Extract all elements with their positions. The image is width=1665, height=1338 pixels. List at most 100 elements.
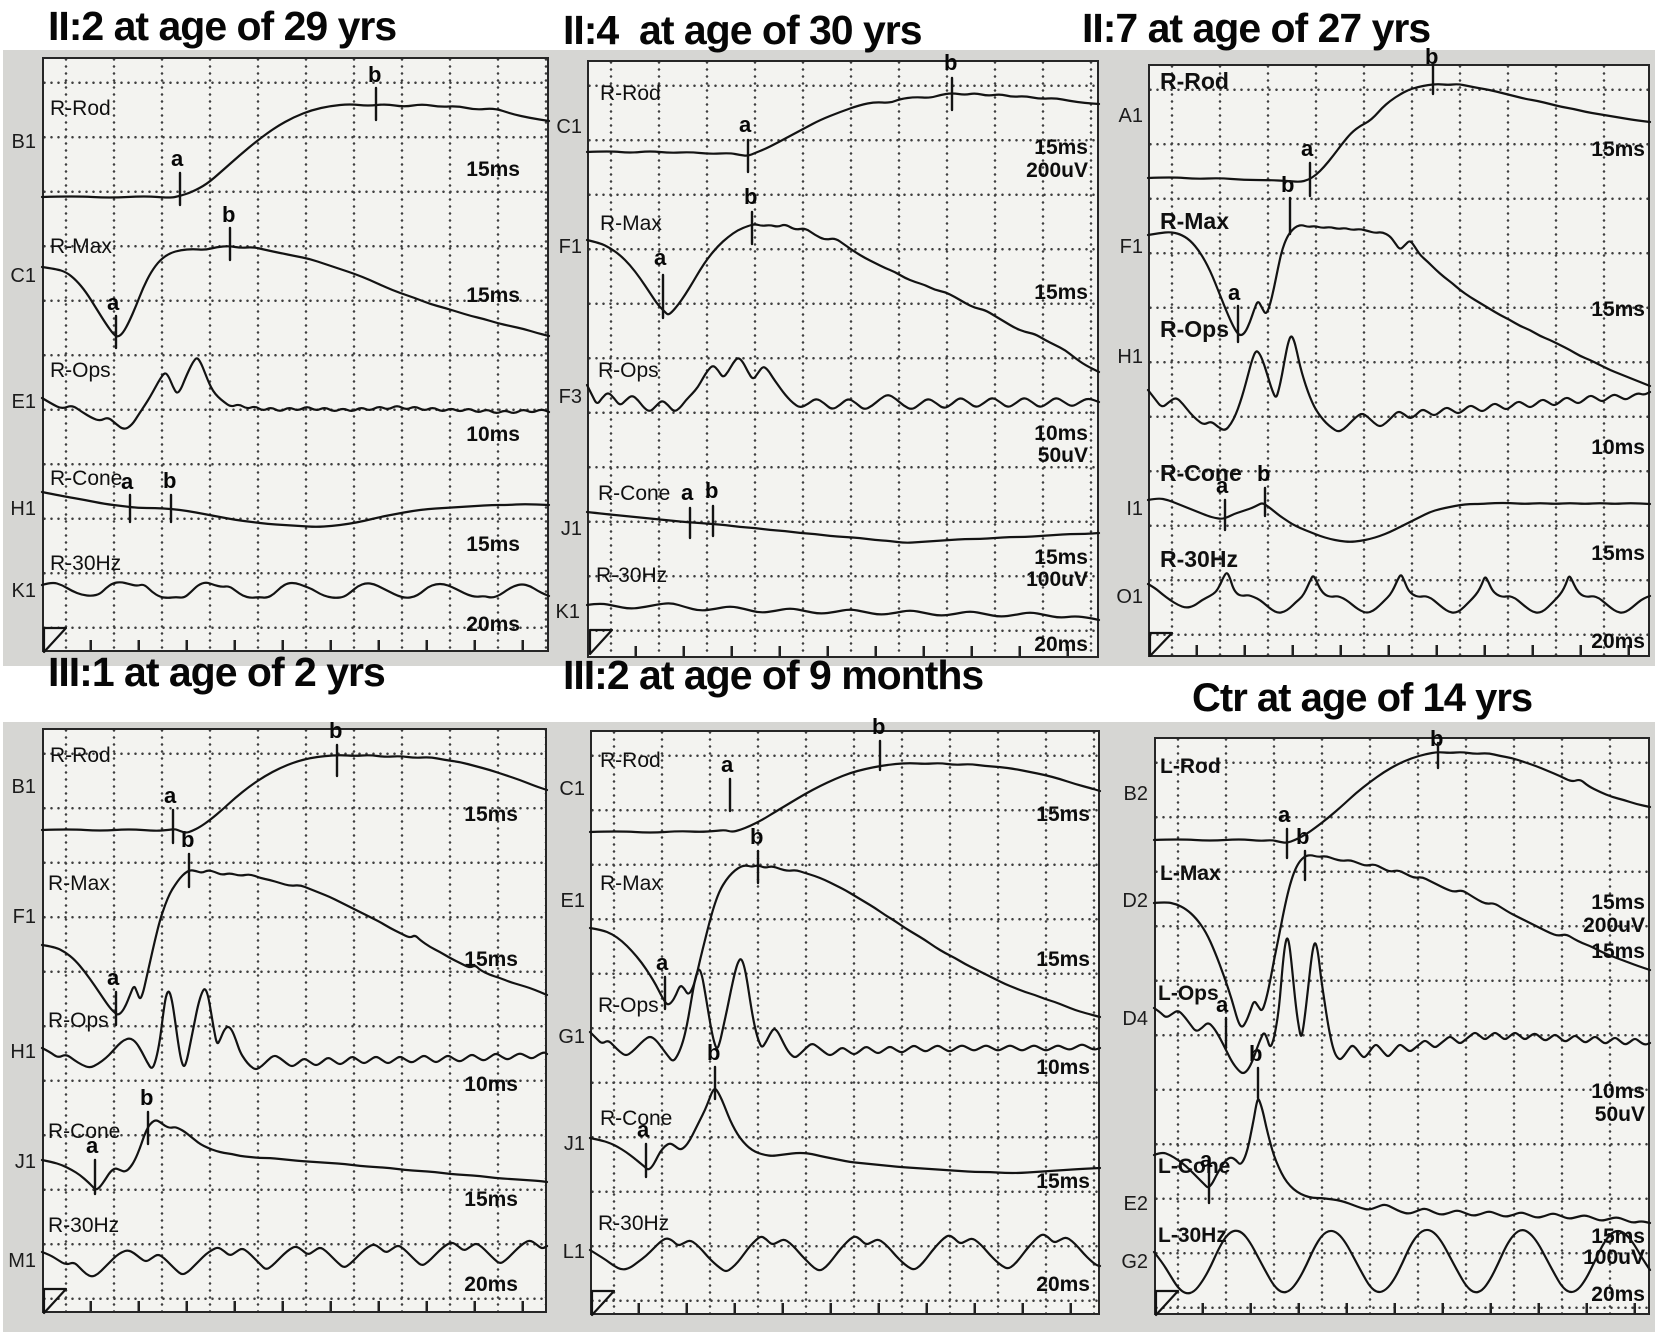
channel-label: D4 [1122,1008,1148,1030]
scale-label: 15ms [1036,803,1090,826]
panel-title: III:1 at age of 2 yrs [48,649,386,695]
trace-label: R-Max [600,872,662,895]
wave-marker-letter: b [222,202,236,227]
wave-marker-letter: b [744,184,758,209]
wave-marker-letter: b [944,50,958,75]
trace-label: R-30Hz [596,564,668,587]
trace-label: R-Rod [1160,68,1229,94]
channel-label: F1 [12,906,36,928]
channel-label: C1 [556,116,582,138]
wave-marker-letter: b [1257,461,1271,486]
channel-label: H1 [10,1041,36,1063]
wave-marker-letter: a [637,1117,650,1142]
scale-label: 10ms [1036,1056,1090,1079]
scale-label: 15ms [464,1188,518,1211]
channel-label: C1 [10,265,36,287]
channel-label: I1 [1126,498,1143,520]
trace-label: L-Max [1160,862,1221,885]
wave-marker-letter: b [750,824,764,849]
scale-label: 15ms [1591,138,1645,161]
panel-title: II:4 at age of 30 yrs [563,7,923,53]
scale-label: 100uV [1583,1246,1645,1269]
scale-label: 15ms [1591,891,1645,914]
scale-label: 15ms [1036,1170,1090,1193]
channel-label: F1 [558,236,582,258]
time-axis-ticks [1150,645,1648,655]
wave-marker-letter: a [171,146,184,171]
scale-label: 20ms [1036,1273,1090,1296]
trace-label: R-30Hz [48,1214,120,1237]
trace-label: R-Ops [1160,316,1229,342]
wave-marker-letter: a [654,245,667,270]
scale-label: 20ms [1591,630,1645,653]
scale-label: 15ms [1036,948,1090,971]
trace-label: R-Rod [50,97,111,120]
trace-label: R-Rod [600,82,661,105]
wave-marker-letter: a [1216,992,1229,1017]
wave-marker-letter: a [681,480,694,505]
panel-title: Ctr at age of 14 yrs [1192,676,1533,720]
scale-label: 15ms [1591,298,1645,321]
wave-marker-letter: b [1249,1041,1263,1066]
channel-label: G1 [558,1026,585,1048]
scale-label: 10ms [466,423,520,446]
wave-marker-letter: a [164,783,177,808]
channel-label: H1 [10,498,36,520]
trace-label: L-Cone [1158,1155,1231,1178]
scale-label: 50uV [1594,1103,1645,1126]
wave-marker-letter: b [707,1040,721,1065]
scale-label: 15ms [1034,546,1088,569]
channel-label: B2 [1123,783,1148,805]
channel-label: A1 [1118,105,1143,127]
trace-label: R-30Hz [50,552,122,575]
time-axis-ticks [592,1303,1098,1313]
scale-label: 15ms [466,533,520,556]
trace-label: R-Ops [48,1009,109,1032]
channel-label: L1 [562,1241,585,1263]
wave-marker-letter: a [1216,473,1229,498]
scale-label: 15ms [464,803,518,826]
trace-label: R-30Hz [598,1212,670,1235]
scale-label: 20ms [466,613,520,636]
channel-label: J1 [563,1133,585,1155]
scale-label: 15ms [466,158,520,181]
wave-marker-letter: a [739,112,752,137]
trace-label: L-Rod [1160,755,1221,778]
channel-label: O1 [1116,586,1143,608]
wave-marker-letter: b [705,478,719,503]
scale-label: 10ms [1034,422,1088,445]
trace-label: R-Cone [50,467,123,490]
wave-marker-letter: b [163,468,177,493]
trace-label: L-30Hz [1158,1224,1227,1247]
scale-label: 15ms [1034,281,1088,304]
trace-label: R-Max [600,212,662,235]
scale-label: 15ms [1034,136,1088,159]
channel-label: J1 [560,518,582,540]
scale-label: 20ms [464,1273,518,1296]
scale-label: 50uV [1037,444,1088,467]
scale-label: 100uV [1026,568,1088,591]
wave-marker-letter: a [656,950,669,975]
channel-label: D2 [1122,890,1148,912]
wave-marker-letter: a [1301,136,1314,161]
channel-label: B1 [11,131,36,153]
channel-label: J1 [14,1151,36,1173]
wave-marker-letter: b [872,714,886,739]
trace-label: R-Cone [598,482,671,505]
trace-label: R-Max [48,872,110,895]
scale-label: 200uV [1583,914,1645,937]
channel-label: K1 [11,580,36,602]
trace-label: R-Ops [50,359,111,382]
channel-label: E1 [11,391,36,413]
channel-label: F3 [558,386,582,408]
scale-label: 15ms [1591,1225,1645,1248]
trace-label: L-Ops [1158,982,1219,1005]
channel-label: H1 [1117,346,1143,368]
channel-label: F1 [1119,236,1143,258]
wave-marker-letter: a [721,752,734,777]
trace-label: R-30Hz [1160,546,1238,572]
wave-marker-letter: a [1200,1147,1213,1172]
wave-marker-letter: b [1281,172,1295,197]
wave-marker-letter: a [121,469,134,494]
